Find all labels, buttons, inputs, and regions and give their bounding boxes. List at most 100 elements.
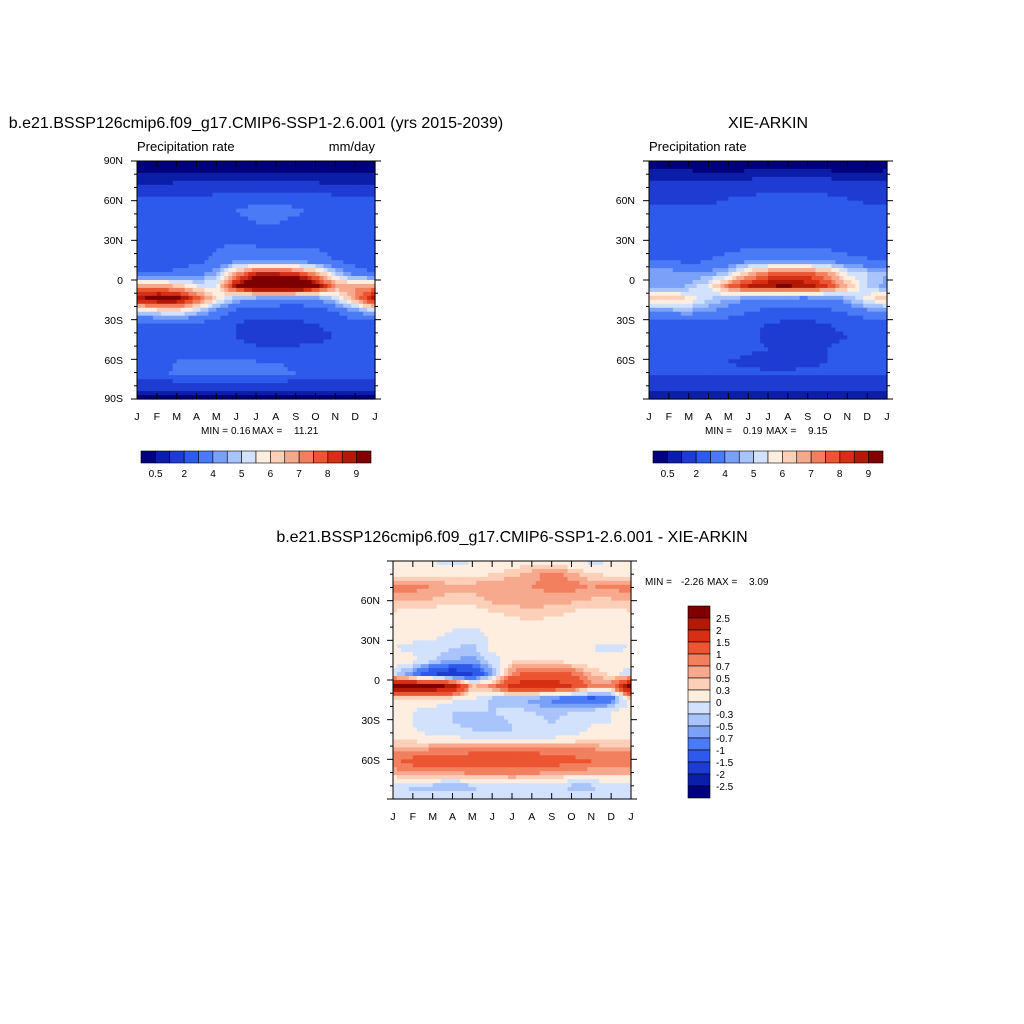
heatmap-cell [795,240,801,245]
heatmap-cell [355,216,360,222]
heatmap-cell [664,216,670,222]
heatmap-cell [172,339,178,345]
heatmap-cell [811,188,817,194]
heatmap-cell [291,172,297,178]
heatmap-cell [204,351,209,356]
heatmap-cell [224,323,229,329]
heatmap-cell [335,331,340,337]
heatmap-cell [339,287,344,293]
heatmap-cell [168,196,174,202]
heatmap-cell [172,200,178,206]
heatmap-cell [295,192,301,198]
heatmap-cell [164,335,170,341]
heatmap-cell [831,216,837,222]
heatmap-cell [252,280,257,285]
heatmap-cell [283,379,289,384]
heatmap-cell [156,248,162,253]
heatmap-cell [855,212,860,218]
heatmap-cell [287,280,293,285]
heatmap-cell [819,184,825,190]
heatmap-cell [232,276,237,281]
heatmap-cell [283,276,289,281]
heatmap-cell [216,168,221,174]
heatmap-cell [351,355,356,360]
heatmap-cell [363,260,368,265]
heatmap-cell [248,228,253,233]
heatmap-cell [771,220,777,226]
heatmap-cell [192,291,198,297]
heatmap-cell [768,161,773,166]
heatmap-cell [331,161,336,166]
heatmap-cell [728,204,733,210]
heatmap-cell [291,327,297,333]
heatmap-cell [712,228,718,233]
heatmap-cell [867,176,872,182]
heatmap-cell [204,375,209,380]
heatmap-cell [140,283,146,289]
heatmap-cell [283,268,289,273]
heatmap-cell [164,200,170,206]
heatmap-cell [184,228,190,233]
heatmap-cell [299,172,305,178]
heatmap-cell [756,161,761,166]
heatmap-cell [208,295,213,301]
heatmap-cell [331,287,336,293]
heatmap-cell [295,287,301,293]
heatmap-cell [232,299,237,305]
heatmap-cell [771,204,777,210]
heatmap-cell [200,343,206,349]
heatmap-cell [140,323,146,329]
heatmap-cell [692,200,698,206]
heatmap-cell [879,168,884,174]
heatmap-cell [220,355,225,360]
heatmap-cell [259,184,265,190]
heatmap-cell [196,315,202,321]
heatmap-cell [204,172,209,178]
heatmap-cell [692,176,698,182]
heatmap-cell [295,311,301,317]
heatmap-cell [283,327,289,333]
heatmap-cell [172,363,178,368]
heatmap-cell [823,220,829,226]
heatmap-cell [291,248,297,253]
heatmap-cell [152,307,158,313]
heatmap-cell [180,311,186,317]
heatmap-cell [144,327,150,333]
heatmap-cell [327,311,332,317]
heatmap-cell [200,216,206,222]
heatmap-cell [708,240,714,245]
heatmap-cell [660,236,666,241]
heatmap-cell [303,307,309,313]
heatmap-cell [220,184,225,190]
heatmap-cell [676,192,682,198]
heatmap-cell [827,216,833,222]
heatmap-cell [303,248,309,253]
heatmap-cell [283,232,289,237]
heatmap-cell [224,287,229,293]
heatmap-cell [839,232,844,237]
heatmap-cell [156,188,162,194]
heatmap-cell [779,172,785,178]
colorbar-swatch [226,450,242,464]
heatmap-cell [259,363,265,368]
heatmap-cell [192,228,198,233]
heatmap-cell [240,283,245,289]
heatmap-cell [371,184,376,190]
heatmap-cell [351,264,356,269]
heatmap-cell [347,307,352,313]
heatmap-cell [799,164,805,170]
heatmap-cell [204,168,209,174]
heatmap-cell [692,180,698,186]
heatmap-cell [331,168,336,174]
heatmap-cell [855,188,860,194]
heatmap-cell [279,351,285,356]
heatmap-cell [204,371,209,376]
heatmap-cell [359,204,364,210]
heatmap-cell [295,252,301,257]
heatmap-cell [248,196,253,202]
heatmap-cell [688,172,694,178]
heatmap-cell [232,161,237,166]
heatmap-cell [307,307,313,313]
heatmap-cell [339,216,344,222]
heatmap-cell [768,196,773,202]
